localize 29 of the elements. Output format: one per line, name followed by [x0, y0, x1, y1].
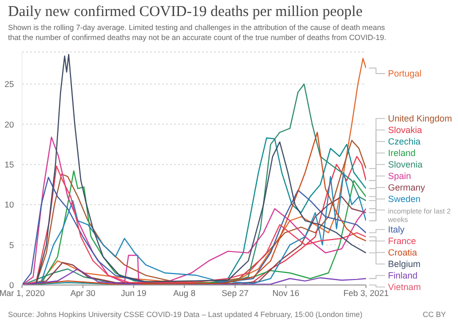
y-tick-label: 20 [4, 119, 14, 130]
x-tick-label: Mar 1, 2020 [0, 288, 45, 298]
text: Belgium [388, 259, 421, 269]
x-tick-label: Jun 19 [120, 288, 147, 298]
y-tick-label: 0 [9, 280, 14, 290]
text: Vietnam [388, 282, 421, 292]
text: Germany [388, 182, 426, 192]
text: Slovenia [388, 160, 423, 170]
text: Ireland [388, 148, 416, 158]
text: Finland [388, 270, 418, 280]
text: Slovakia [388, 125, 422, 135]
x-tick-label: Aug 8 [173, 288, 196, 298]
text: Croatia [388, 248, 418, 258]
x-tick-label: Apr 30 [70, 288, 96, 298]
y-tick-label: 5 [9, 240, 14, 250]
y-tick-label: 15 [4, 160, 14, 170]
text: Spain [388, 171, 412, 181]
text: Sweden [388, 194, 421, 204]
x-tick-label: Feb 3, 2021 [343, 288, 389, 298]
y-tick-label: 25 [4, 79, 14, 90]
y-tick-label: 10 [4, 200, 14, 210]
text: Italy [388, 224, 406, 234]
text: France [388, 236, 416, 246]
text: Czechia [388, 136, 421, 146]
text: United Kingdom [388, 114, 452, 124]
x-tick-label: Nov 16 [272, 288, 300, 298]
text: Portugal [388, 68, 422, 79]
chart-title: Daily new confirmed COVID-19 deaths per million people [8, 4, 362, 21]
x-tick-label: Sep 27 [222, 288, 249, 298]
